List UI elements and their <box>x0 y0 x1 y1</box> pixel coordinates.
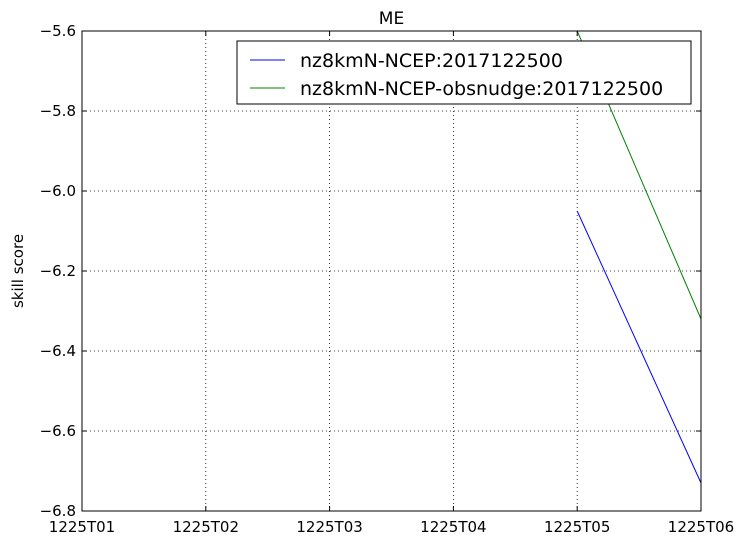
y-tick-label: −6.6 <box>40 422 76 440</box>
legend-entry-label: nz8kmN-NCEP-obsnudge:2017122500 <box>300 78 663 100</box>
legend-entry-label: nz8kmN-NCEP:2017122500 <box>300 50 563 72</box>
x-tick-label: 1225T02 <box>173 518 239 536</box>
axis-ticks: 1225T01 1225T02 1225T03 1225T04 1225T05 1225T… <box>40 22 735 536</box>
y-tick-label: −5.6 <box>40 22 76 40</box>
grid-lines <box>82 31 701 511</box>
y-tick-label: −6.4 <box>40 342 76 360</box>
y-tick-label: −5.8 <box>40 102 76 120</box>
series-line <box>576 210 701 484</box>
x-tick-label: 1225T01 <box>49 518 115 536</box>
y-tick-label: −6.0 <box>40 182 76 200</box>
chart-title: ME <box>379 9 404 29</box>
y-tick-label: −6.8 <box>40 502 76 520</box>
x-tick-label: 1225T06 <box>668 518 734 536</box>
legend-box <box>236 40 692 105</box>
x-tick-label: 1225T03 <box>296 518 362 536</box>
y-tick-label: −6.2 <box>40 262 76 280</box>
y-axis-label: skill score <box>9 234 27 308</box>
legend: nz8kmN-NCEP:2017122500 nz8kmN-NCEP-obsnud… <box>236 40 692 105</box>
x-tick-label: 1225T05 <box>544 518 610 536</box>
x-tick-label: 1225T04 <box>420 518 486 536</box>
